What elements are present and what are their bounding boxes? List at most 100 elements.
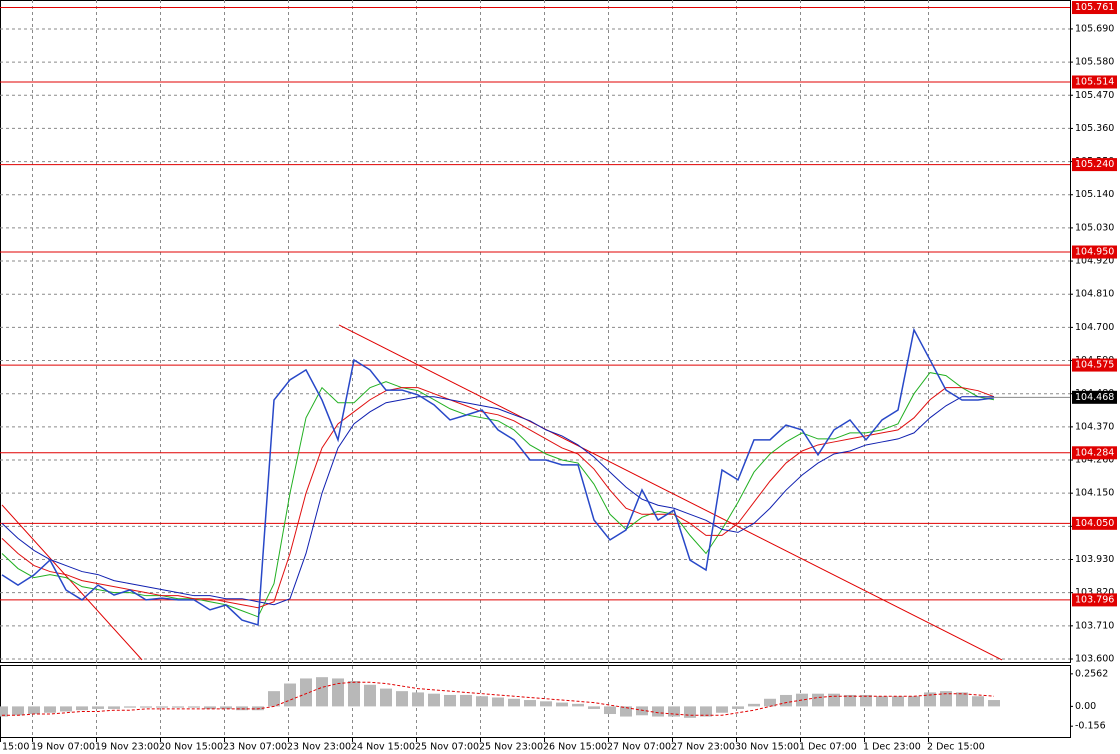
histogram-bar bbox=[956, 692, 968, 707]
x-tick-label: 30 Nov 15:00 bbox=[735, 742, 799, 753]
y-tick-label: 105.580 bbox=[1075, 57, 1114, 68]
y-tick-label: 103.710 bbox=[1075, 620, 1114, 631]
histogram-bar bbox=[620, 706, 632, 717]
moving-average bbox=[1, 396, 994, 606]
histogram-bar bbox=[892, 696, 904, 707]
level-label: 105.514 bbox=[1075, 76, 1114, 87]
x-tick-label: 19 Nov 07:00 bbox=[31, 742, 95, 753]
y-tick-label: 104.920 bbox=[1075, 256, 1114, 267]
y-tick-label: 103.820 bbox=[1075, 587, 1114, 598]
histogram-bar bbox=[268, 691, 280, 707]
level-label-box bbox=[1072, 516, 1117, 530]
x-tick-label: 23 Nov 07:00 bbox=[223, 742, 287, 753]
histogram-bar bbox=[716, 706, 728, 713]
level-label: 104.050 bbox=[1075, 518, 1114, 529]
histogram-bar bbox=[28, 706, 40, 715]
histogram-bar bbox=[636, 706, 648, 716]
level-label-box bbox=[1072, 158, 1117, 172]
histogram-bar bbox=[572, 703, 584, 707]
histogram-bar bbox=[60, 706, 72, 712]
indicator-tick-label: 0.2562 bbox=[1075, 668, 1108, 679]
y-tick-label: 104.370 bbox=[1075, 421, 1114, 432]
moving-average bbox=[1, 387, 995, 609]
histogram-bar bbox=[252, 706, 264, 711]
trendline bbox=[338, 324, 1003, 661]
y-tick-label: 104.150 bbox=[1075, 488, 1114, 499]
histogram-bar bbox=[684, 706, 696, 718]
x-tick-label: 25 Nov 23:00 bbox=[479, 742, 543, 753]
level-label: 104.284 bbox=[1075, 447, 1114, 458]
x-tick-label: 25 Nov 07:00 bbox=[415, 742, 479, 753]
histogram-bar bbox=[748, 703, 760, 707]
histogram-bar bbox=[156, 706, 168, 708]
price-line bbox=[1, 327, 995, 626]
level-label: 105.761 bbox=[1075, 2, 1114, 13]
histogram-bar bbox=[492, 697, 504, 707]
x-tick-label: 26 Nov 15:00 bbox=[543, 742, 607, 753]
price-panel bbox=[0, 0, 1071, 663]
histogram-bar bbox=[300, 678, 312, 707]
histogram-bar bbox=[124, 706, 136, 708]
level-label: 103.796 bbox=[1075, 594, 1114, 605]
histogram-bar bbox=[380, 688, 392, 707]
histogram-bar bbox=[604, 706, 616, 715]
histogram-bar bbox=[988, 700, 1000, 707]
x-tick-label: 2 Dec 15:00 bbox=[927, 742, 985, 753]
histogram-bar bbox=[396, 691, 408, 707]
level-label-box bbox=[1072, 593, 1117, 607]
histogram-bar bbox=[12, 706, 24, 716]
histogram-bar bbox=[284, 683, 296, 707]
histogram-bar bbox=[204, 706, 216, 709]
histogram-bar bbox=[924, 692, 936, 707]
histogram-bar bbox=[0, 706, 8, 717]
histogram-bar bbox=[588, 706, 600, 709]
level-label: 104.950 bbox=[1075, 247, 1114, 258]
histogram-bar bbox=[780, 694, 792, 707]
y-tick-label: 105.030 bbox=[1075, 222, 1114, 233]
x-tick-label: 27 Nov 23:00 bbox=[671, 742, 735, 753]
histogram-bar bbox=[812, 693, 824, 707]
level-label: 105.240 bbox=[1075, 159, 1114, 170]
indicator-tick-label: -0.156 bbox=[1075, 721, 1106, 732]
x-tick-label: 1 Dec 07:00 bbox=[799, 742, 857, 753]
histogram-bar bbox=[44, 706, 56, 713]
x-tick-label: 19 Nov 23:00 bbox=[95, 742, 159, 753]
histogram-bar bbox=[828, 693, 840, 707]
histogram-bar bbox=[444, 694, 456, 707]
histogram-bar bbox=[348, 680, 360, 707]
histogram-bar bbox=[92, 706, 104, 709]
histogram-bar bbox=[876, 696, 888, 707]
histogram-bar bbox=[844, 694, 856, 707]
histogram-bar bbox=[524, 700, 536, 707]
y-tick-label: 103.600 bbox=[1075, 653, 1114, 664]
histogram-bar bbox=[860, 694, 872, 707]
histogram-bar bbox=[764, 698, 776, 707]
y-tick-label: 105.140 bbox=[1075, 189, 1114, 200]
current-price-box bbox=[1072, 390, 1117, 404]
histogram-bar bbox=[476, 696, 488, 707]
histogram-bar bbox=[76, 706, 88, 711]
histogram-bar bbox=[172, 706, 184, 708]
trendline bbox=[1, 504, 143, 661]
x-tick-label: 23 Nov 23:00 bbox=[287, 742, 351, 753]
histogram-bar bbox=[668, 706, 680, 717]
histogram-bar bbox=[428, 693, 440, 707]
histogram-bar bbox=[540, 701, 552, 707]
histogram-bar bbox=[316, 677, 328, 707]
histogram-bar bbox=[508, 698, 520, 707]
level-label-box bbox=[1072, 245, 1117, 259]
histogram-bar bbox=[332, 678, 344, 707]
histogram-bar bbox=[412, 692, 424, 707]
histogram-bar bbox=[236, 706, 248, 711]
level-label-box bbox=[1072, 446, 1117, 460]
level-label-box bbox=[1072, 358, 1117, 372]
histogram-bar bbox=[652, 706, 664, 717]
histogram-bar bbox=[140, 706, 152, 708]
y-tick-label: 105.690 bbox=[1075, 23, 1114, 34]
histogram-bar bbox=[460, 694, 472, 707]
histogram-bar bbox=[940, 691, 952, 707]
x-tick-label: 15:00 bbox=[2, 742, 29, 753]
current-price-label: 104.468 bbox=[1075, 392, 1114, 403]
x-tick-label: 1 Dec 23:00 bbox=[863, 742, 921, 753]
